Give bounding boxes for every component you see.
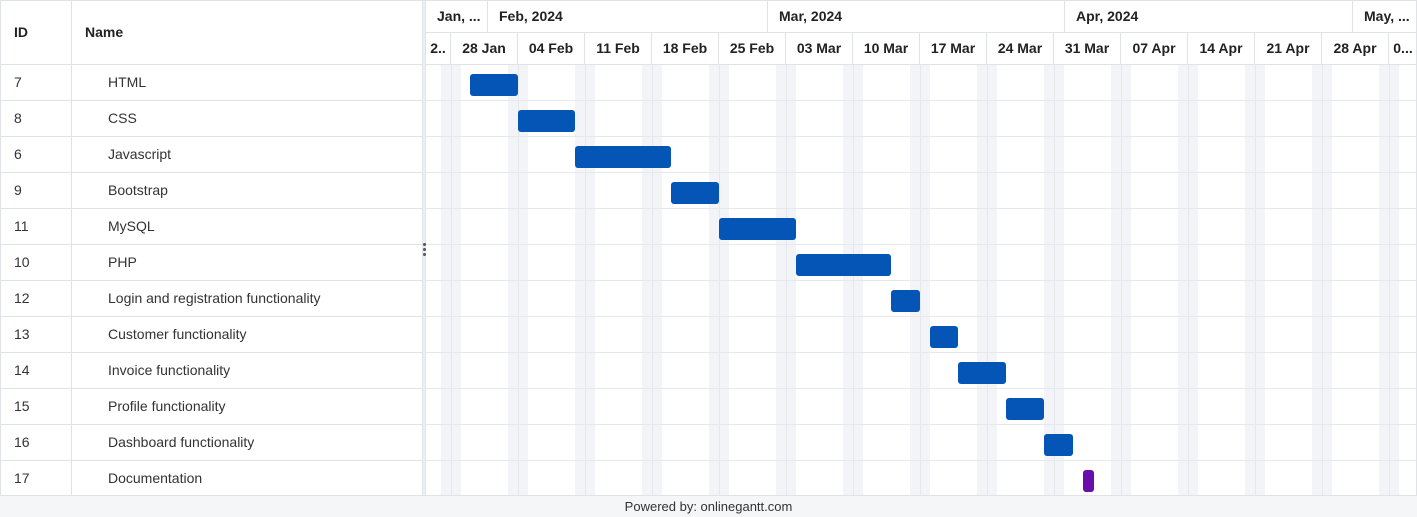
task-bar[interactable] [1044, 434, 1074, 456]
week-label: 2.. [426, 33, 451, 64]
task-bar[interactable] [575, 146, 672, 168]
week-label: 31 Mar [1054, 33, 1121, 64]
week-label: 28 Jan [451, 33, 518, 64]
table-row[interactable]: 16 Dashboard functionality [1, 425, 422, 461]
week-scale: 2.. 28 Jan 04 Feb 11 Feb 18 Feb 25 Feb 03 Mar 1… [426, 33, 1416, 65]
name-column-header[interactable]: Name [85, 24, 124, 40]
table-row[interactable]: 17 Documentation [1, 461, 422, 495]
task-bar[interactable] [518, 110, 576, 132]
task-id: 12 [14, 290, 30, 306]
table-row[interactable]: 14 Invoice functionality [1, 353, 422, 389]
task-id: 14 [14, 362, 30, 378]
grid-header: ID Name [1, 1, 422, 65]
row-gridline [426, 244, 1416, 245]
row-gridline [426, 460, 1416, 461]
task-id: 6 [14, 146, 22, 162]
month-label: Mar, 2024 [768, 1, 1065, 32]
month-scale: Jan, ... Feb, 2024 Mar, 2024 Apr, 2024 May, … [426, 1, 1416, 33]
table-row[interactable]: 11 MySQL [1, 209, 422, 245]
task-bar[interactable] [891, 290, 920, 312]
row-gridline [426, 424, 1416, 425]
week-label: 28 Apr [1322, 33, 1389, 64]
task-name[interactable]: Customer functionality [108, 326, 247, 342]
table-row[interactable]: 13 Customer functionality [1, 317, 422, 353]
row-gridline [426, 388, 1416, 389]
row-gridline [426, 100, 1416, 101]
timeline-chart: Jan, ... Feb, 2024 Mar, 2024 Apr, 2024 May, … [426, 1, 1416, 495]
table-row[interactable]: 6 Javascript [1, 137, 422, 173]
task-grid: ID Name 7 HTML 8 CSS 6 Javascript 9 Bootstrap 11… [1, 1, 422, 495]
month-label: May, ... [1353, 1, 1416, 32]
task-name[interactable]: Dashboard functionality [108, 434, 255, 450]
row-gridline [426, 172, 1416, 173]
task-bar[interactable] [719, 218, 796, 240]
task-id: 10 [14, 254, 30, 270]
week-label: 07 Apr [1121, 33, 1188, 64]
row-gridline [426, 280, 1416, 281]
row-gridline [426, 136, 1416, 137]
task-name[interactable]: Invoice functionality [108, 362, 231, 378]
table-row[interactable]: 9 Bootstrap [1, 173, 422, 209]
week-label: 03 Mar [786, 33, 853, 64]
task-name[interactable]: CSS [108, 110, 137, 126]
table-row[interactable]: 7 HTML [1, 65, 422, 101]
gantt-chart: ID Name 7 HTML 8 CSS 6 Javascript 9 Bootstrap 11… [0, 0, 1417, 496]
task-name[interactable]: Login and registration functionality [108, 290, 321, 306]
week-label: 21 Apr [1255, 33, 1322, 64]
column-divider [71, 1, 72, 495]
task-id: 16 [14, 434, 30, 450]
footer-credit: Powered by: onlinegantt.com [0, 496, 1417, 517]
task-id: 8 [14, 110, 22, 126]
task-name[interactable]: HTML [108, 74, 147, 90]
task-name[interactable]: MySQL [108, 218, 155, 234]
row-gridline [426, 352, 1416, 353]
task-bar[interactable] [671, 182, 719, 204]
task-bar[interactable] [1006, 398, 1045, 420]
row-gridline [426, 208, 1416, 209]
week-label: 04 Feb [518, 33, 585, 64]
splitter-grip-icon[interactable] [421, 241, 427, 257]
task-bar[interactable] [470, 74, 518, 96]
task-id: 15 [14, 398, 30, 414]
task-name[interactable]: Bootstrap [108, 182, 168, 198]
task-id: 7 [14, 74, 22, 90]
month-label: Feb, 2024 [488, 1, 768, 32]
task-bar[interactable] [795, 254, 892, 276]
task-id: 17 [14, 470, 30, 486]
task-name[interactable]: Profile functionality [108, 398, 226, 414]
task-id: 13 [14, 326, 30, 342]
task-name[interactable]: PHP [108, 254, 137, 270]
week-label: 17 Mar [920, 33, 987, 64]
task-bar[interactable] [1082, 470, 1095, 492]
week-label: 11 Feb [585, 33, 652, 64]
task-name[interactable]: Javascript [108, 146, 172, 162]
table-row[interactable]: 12 Login and registration functionality [1, 281, 422, 317]
week-label: 18 Feb [652, 33, 719, 64]
week-label: 0... [1389, 33, 1416, 64]
month-label: Apr, 2024 [1065, 1, 1353, 32]
task-bar[interactable] [929, 326, 959, 348]
week-label: 14 Apr [1188, 33, 1255, 64]
table-row[interactable]: 8 CSS [1, 101, 422, 137]
task-id: 9 [14, 182, 22, 198]
table-row[interactable]: 10 PHP [1, 245, 422, 281]
table-row[interactable]: 15 Profile functionality [1, 389, 422, 425]
id-column-header[interactable]: ID [14, 24, 28, 40]
month-label: Jan, ... [426, 1, 488, 32]
task-bar[interactable] [958, 362, 1007, 384]
task-name[interactable]: Documentation [108, 470, 203, 486]
week-label: 25 Feb [719, 33, 786, 64]
row-gridline [426, 316, 1416, 317]
week-label: 10 Mar [853, 33, 920, 64]
task-id: 11 [14, 218, 29, 234]
week-label: 24 Mar [987, 33, 1054, 64]
